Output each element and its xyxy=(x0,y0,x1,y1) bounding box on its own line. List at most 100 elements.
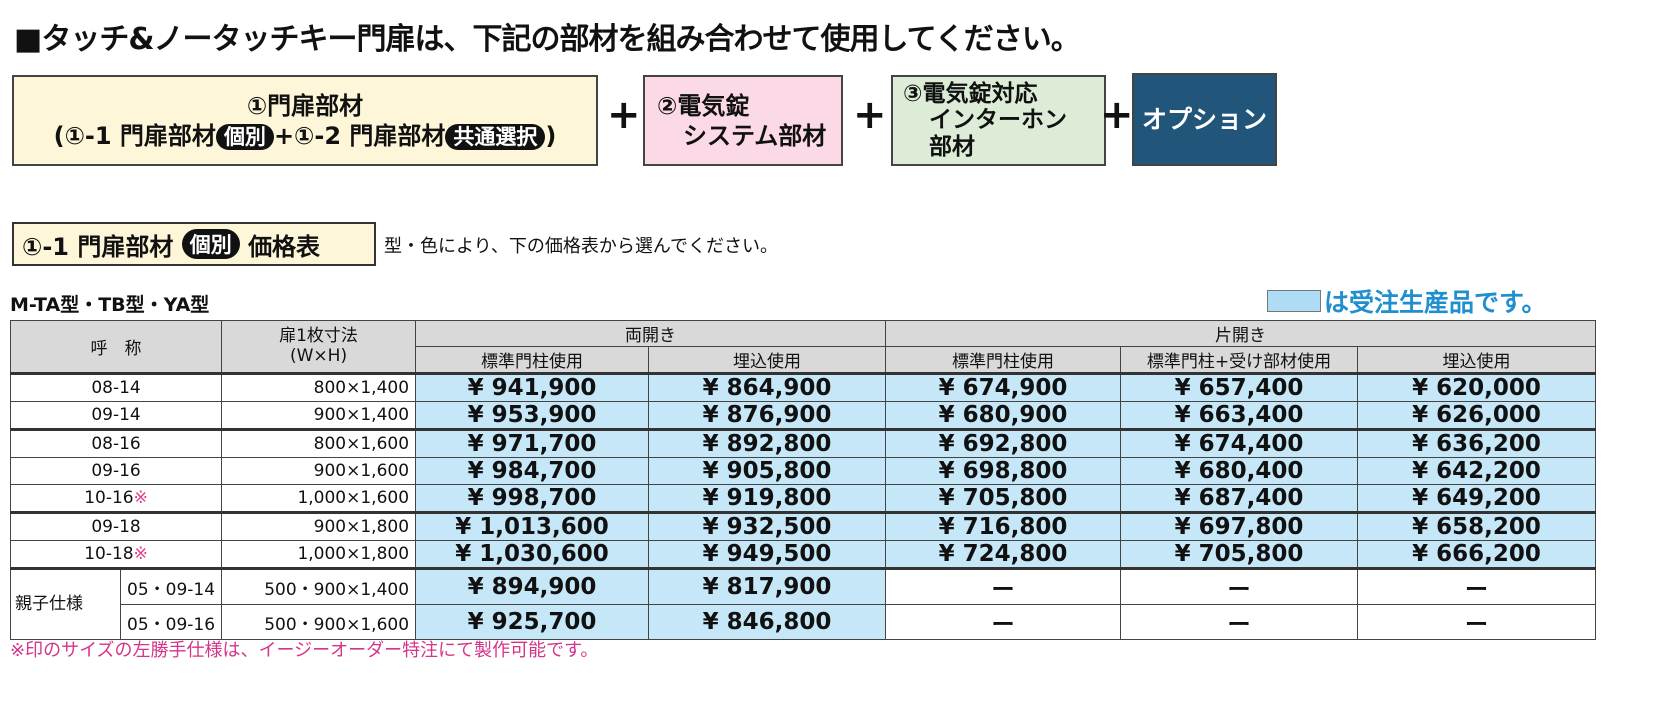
price-cell: ¥ 953,900 xyxy=(415,401,650,430)
section-suffix: 価格表 xyxy=(248,232,321,261)
price-cell: ¥ 932,500 xyxy=(648,511,887,541)
box1-close: ) xyxy=(545,121,557,150)
size-code: 09-16 xyxy=(9,457,223,485)
plus-sign: + xyxy=(607,92,641,138)
price-cell: ¥ 705,800 xyxy=(885,484,1122,513)
not-available: ー xyxy=(885,567,1122,605)
price-cell: ¥ 846,800 xyxy=(648,604,887,640)
option-label: オプション xyxy=(1141,104,1267,134)
table-row: 09-14 900×1,400 ¥ 953,900 ¥ 876,900 ¥ 680,90… xyxy=(9,401,1597,430)
table-row: 09-16 900×1,600 ¥ 984,700 ¥ 905,800 ¥ 698,80… xyxy=(9,457,1597,485)
box2-line2: システム部材 xyxy=(683,121,827,150)
subheader: 標準門柱使用 xyxy=(885,346,1122,374)
header-size-line1: 扉1枚寸法 xyxy=(279,325,358,346)
price-cell: ¥ 1,030,600 xyxy=(415,540,650,569)
box3-line3: 部材 xyxy=(929,133,975,160)
asterisk-mark: ※ xyxy=(133,488,148,508)
price-cell: ¥ 724,800 xyxy=(885,540,1122,569)
price-cell: ¥ 971,700 xyxy=(415,428,650,458)
legend: は受注生産品です。 xyxy=(1267,283,1547,319)
price-cell: ¥ 905,800 xyxy=(648,457,887,485)
header-double: 両開き xyxy=(415,320,887,347)
box1-part1: (①-1 門扉部材 xyxy=(53,121,216,150)
not-available: ー xyxy=(885,604,1122,640)
table-row: 09-18 900×1,800 ¥ 1,013,600 ¥ 932,500 ¥ 716,… xyxy=(9,511,1597,541)
door-size: 900×1,800 xyxy=(221,511,417,541)
box3-line2: インターホン xyxy=(929,107,1067,134)
model-label: M-TA型・TB型・YA型 xyxy=(10,294,210,316)
size-code: 10-18※ xyxy=(9,540,223,569)
code-text: 10-16 xyxy=(84,488,134,508)
price-cell: ¥ 876,900 xyxy=(648,401,887,430)
price-cell: ¥ 674,400 xyxy=(1120,428,1359,458)
price-cell: ¥ 687,400 xyxy=(1120,484,1359,513)
common-selection-badge: 共通選択 xyxy=(445,123,546,150)
price-cell: ¥ 680,900 xyxy=(885,401,1122,430)
made-to-order-swatch xyxy=(1267,290,1321,312)
not-available: ー xyxy=(1120,604,1359,640)
table-row: 05・09-16 500・900×1,600 ¥ 925,700 ¥ 846,800 ー… xyxy=(11,604,1597,640)
price-cell: ¥ 949,500 xyxy=(648,540,887,569)
individual-badge: 個別 xyxy=(215,123,274,150)
individual-badge: 個別 xyxy=(181,229,240,259)
price-cell: ¥ 680,400 xyxy=(1120,457,1359,485)
plus-sign: + xyxy=(1100,92,1134,138)
not-available: ー xyxy=(1357,604,1597,640)
size-code: 08-14 xyxy=(9,372,223,402)
price-cell: ¥ 657,400 xyxy=(1120,372,1359,402)
subheader: 標準門柱使用 xyxy=(415,346,650,374)
size-code: 09-14 xyxy=(9,401,223,430)
header-size: 扉1枚寸法 (W×H) xyxy=(221,320,417,374)
page-title: ■タッチ&ノータッチキー門扉は、下記の部材を組み合わせて使用してください。 xyxy=(14,22,1081,57)
price-cell: ¥ 692,800 xyxy=(885,428,1122,458)
footnote: ※印のサイズの左勝手仕様は、イージーオーダー特注にて製作可能です。 xyxy=(10,640,599,661)
price-cell: ¥ 674,900 xyxy=(885,372,1122,402)
subheader: 埋込使用 xyxy=(648,346,887,374)
code-text: 08-16 xyxy=(91,434,141,454)
box1-part2: +①-2 門扉部材 xyxy=(273,121,446,150)
table-row: 08-16 800×1,600 ¥ 971,700 ¥ 892,800 ¥ 692,80… xyxy=(9,428,1597,458)
price-cell: ¥ 894,900 xyxy=(415,567,650,605)
table-row: 親子仕様 05・09-14 500・900×1,400 ¥ 894,900 ¥ 817,… xyxy=(10,567,1597,640)
price-cell: ¥ 892,800 xyxy=(648,428,887,458)
oyako-label: 親子仕様 xyxy=(10,567,121,640)
table-row: 10-18※ 1,000×1,800 ¥ 1,030,600 ¥ 949,500 ¥ 7… xyxy=(9,540,1597,569)
electric-lock-system-box: ②電気錠 システム部材 xyxy=(643,75,843,166)
header-size-line2: (W×H) xyxy=(289,345,348,366)
plus-sign: + xyxy=(853,92,887,138)
section-note: 型・色により、下の価格表から選んでください。 xyxy=(384,236,779,257)
header-name: 呼 称 xyxy=(9,320,223,374)
subheader: 埋込使用 xyxy=(1357,346,1597,374)
price-cell: ¥ 658,200 xyxy=(1357,511,1597,541)
size-code: 05・09-14 xyxy=(119,567,223,605)
code-text: 09-16 xyxy=(91,461,141,481)
code-text: 08-14 xyxy=(91,378,141,398)
price-cell: ¥ 941,900 xyxy=(415,372,650,402)
price-table: 呼 称 扉1枚寸法 (W×H) 両開き 片開き 標準門柱使用 埋込使用 標準門柱使… xyxy=(9,320,1597,640)
door-size: 1,000×1,600 xyxy=(221,484,417,513)
price-cell: ¥ 697,800 xyxy=(1120,511,1359,541)
intercom-parts-box: ③電気錠対応 インターホン 部材 xyxy=(891,75,1106,166)
price-cell: ¥ 705,800 xyxy=(1120,540,1359,569)
size-code: 08-16 xyxy=(9,428,223,458)
price-cell: ¥ 716,800 xyxy=(885,511,1122,541)
size-code: 10-16※ xyxy=(9,484,223,513)
code-text: 09-18 xyxy=(91,517,141,537)
price-cell: ¥ 984,700 xyxy=(415,457,650,485)
code-text: 10-18 xyxy=(84,544,134,564)
size-code: 09-18 xyxy=(9,511,223,541)
price-cell: ¥ 864,900 xyxy=(648,372,887,402)
box1-title: ①門扉部材 xyxy=(246,91,364,120)
price-cell: ¥ 666,200 xyxy=(1357,540,1597,569)
code-text: 09-14 xyxy=(91,405,141,425)
price-cell: ¥ 649,200 xyxy=(1357,484,1597,513)
price-cell: ¥ 626,000 xyxy=(1357,401,1597,430)
not-available: ー xyxy=(1120,567,1359,605)
door-size: 500・900×1,600 xyxy=(221,604,417,640)
price-cell: ¥ 925,700 xyxy=(415,604,650,640)
price-cell: ¥ 663,400 xyxy=(1120,401,1359,430)
subheader: 標準門柱+受け部材使用 xyxy=(1120,346,1359,374)
price-table-heading: ①-1 門扉部材 個別 価格表 xyxy=(12,222,376,266)
door-size: 900×1,600 xyxy=(221,457,417,485)
price-cell: ¥ 817,900 xyxy=(648,567,887,605)
